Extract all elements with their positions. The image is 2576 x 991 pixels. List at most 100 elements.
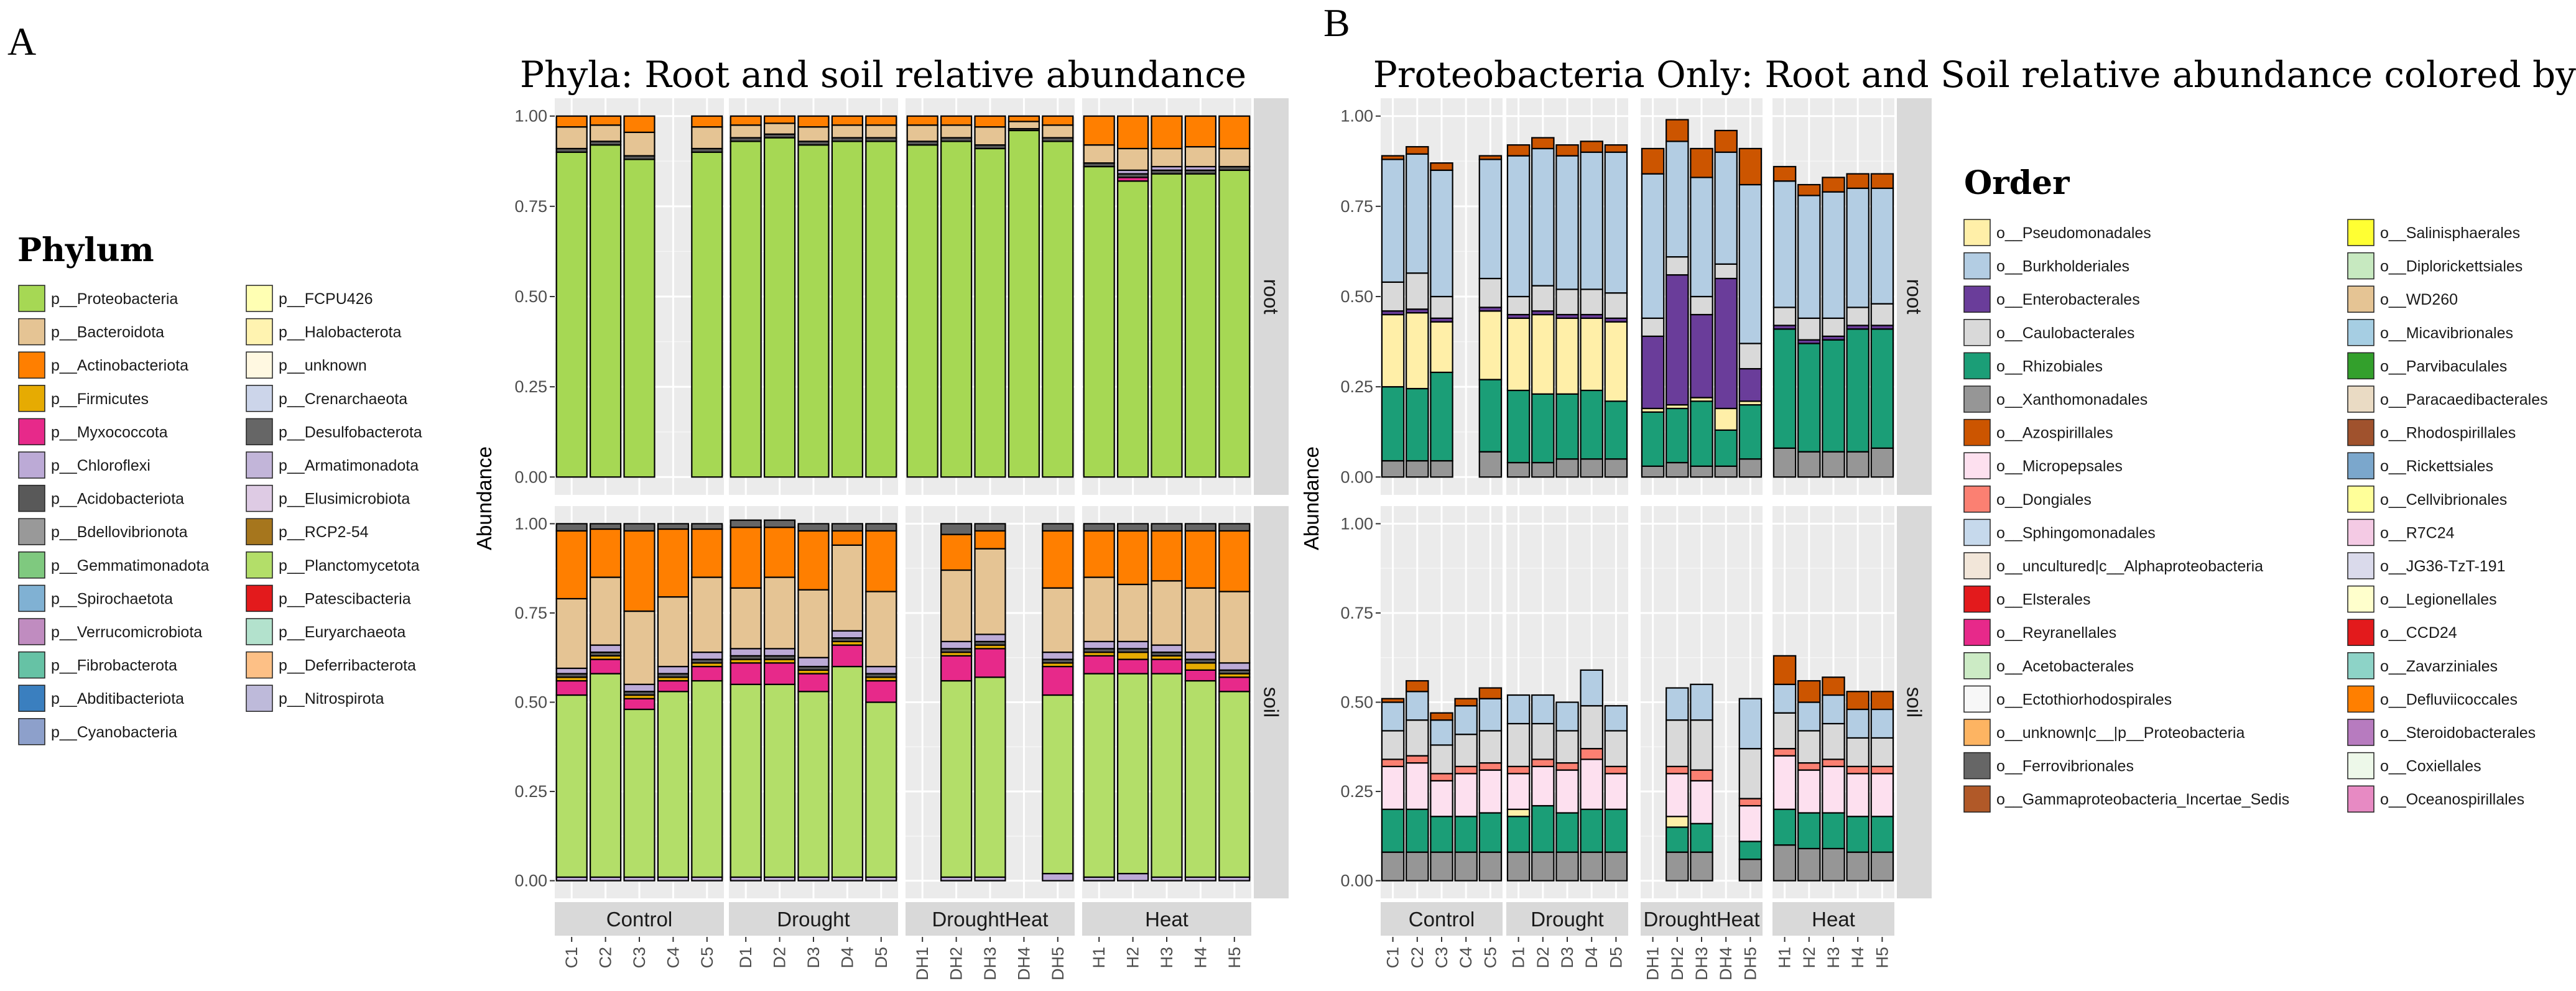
legend-label-o-ferrovibrionales: o__Ferrovibrionales — [1996, 758, 2134, 775]
legend-label-o-ectothiorhodospirales: o__Ectothiorhodospirales — [1996, 691, 2172, 708]
bar-segment-soil-c1-o-xanthomonadales — [1381, 851, 1405, 882]
bar-segment-root-dh4-o-rhizobiales — [1714, 429, 1738, 467]
x-tick-label-d4: D4 — [1582, 947, 1601, 969]
bar-segment-root-d3-o-pseudomonadales — [1555, 317, 1579, 395]
bar-segment-root-d1-p-actinobacteriota — [730, 115, 762, 126]
y-tick-label: 0.50 — [514, 693, 547, 712]
facet-label-control: Control — [1409, 908, 1475, 931]
x-tick-label-h4: H4 — [1191, 947, 1210, 969]
bar-segment-root-h4-o-caulobacterales — [1846, 307, 1869, 326]
legend-label-p-gemmatimonadota: p__Gemmatimonadota — [51, 557, 209, 574]
legend-key-p-actinobacteriota — [18, 351, 45, 379]
bar-segment-soil-dh5-p-chloroflexi — [1042, 873, 1074, 882]
x-tick-label-c5: C5 — [698, 947, 716, 969]
legend-label-o-parvibaculales: o__Parvibaculales — [2380, 357, 2507, 375]
bar-segment-soil-d4-p-actinobacteriota — [831, 530, 863, 546]
bar-segment-soil-c5-p-actinobacteriota — [691, 528, 723, 578]
bar-segment-soil-h3-o-xanthomonadales — [1822, 847, 1845, 882]
bar-segment-root-h1-p-bacteroidota — [1083, 144, 1115, 164]
bar-segment-soil-c3-p-bacteroidota — [623, 610, 656, 685]
bar-segment-root-d4-o-azospirillales — [1580, 141, 1603, 153]
bar-segment-soil-dh5-p-actinobacteriota — [1042, 530, 1074, 589]
bar-segment-soil-c2-o-burkholderiales — [1406, 691, 1429, 721]
legend-label-o-pseudomonadales: o__Pseudomonadales — [1996, 224, 2151, 242]
bar-segment-soil-dh5-o-rhizobiales — [1738, 841, 1763, 860]
legend-label-p-fcpu426: p__FCPU426 — [279, 290, 373, 308]
bar-segment-soil-c4-p-chloroflexi — [657, 665, 689, 675]
bar-segment-soil-c2-o-caulobacterales — [1406, 719, 1429, 757]
bar-segment-root-h4-o-azospirillales — [1846, 173, 1869, 189]
legend-key-o-oceanospirillales — [2347, 785, 2374, 813]
bar-segment-soil-h2-p-chloroflexi — [1117, 640, 1149, 650]
bar-segment-root-dh1-o-enterobacterales — [1641, 335, 1665, 410]
bar-segment-soil-dh2-o-rhizobiales — [1666, 826, 1689, 853]
bar-segment-root-d3-p-proteobacteria — [797, 144, 830, 478]
bar-segment-soil-h1-o-burkholderiales — [1772, 683, 1797, 714]
legend-key-o-caulobacterales — [1963, 319, 1991, 346]
bar-segment-root-c3-o-azospirillales — [1430, 162, 1453, 171]
bar-segment-root-h2-p-proteobacteria — [1117, 180, 1149, 478]
x-tick-label-c5: C5 — [1481, 947, 1499, 969]
legend-title-phylum: Phylum — [17, 231, 154, 269]
bar-segment-root-dh5-o-rhizobiales — [1738, 404, 1763, 460]
bar-segment-root-h3-p-proteobacteria — [1151, 173, 1183, 478]
legend-label-p-rcp2-54: p__RCP2-54 — [279, 523, 369, 541]
legend-key-p-armatimonadota — [246, 451, 273, 479]
bar-segment-soil-dh5-o-caulobacterales — [1738, 748, 1763, 800]
legend-label-p-unknown: p__unknown — [279, 357, 367, 374]
facet-label-drought: Drought — [1531, 908, 1603, 931]
bar-segment-root-c2-o-caulobacterales — [1406, 272, 1429, 310]
bar-segment-root-dh2-p-bacteroidota — [940, 124, 973, 139]
legend-label-o-dongiales: o__Dongiales — [1996, 491, 2092, 509]
bar-segment-soil-h2-o-burkholderiales — [1797, 701, 1821, 732]
bar-segment-soil-dh3-p-chloroflexi — [974, 634, 1006, 642]
bar-segment-soil-c3-o-dongiales — [1430, 773, 1453, 781]
bar-segment-root-dh5-o-enterobacterales — [1738, 368, 1763, 402]
bar-segment-root-d5-p-bacteroidota — [865, 124, 897, 139]
facet-strip-droughtheat — [906, 902, 1075, 936]
facet-label-soil: soil — [1903, 687, 1926, 718]
y-tick-label: 0.00 — [1340, 468, 1373, 486]
legend-key-p-abditibacteriota — [18, 684, 45, 712]
bar-segment-soil-h4-o-burkholderiales — [1846, 708, 1869, 739]
bar-segment-soil-dh3-o-rhizobiales — [1690, 823, 1713, 853]
bar-segment-root-d3-o-burkholderiales — [1555, 155, 1579, 290]
bar-segment-root-h1-o-rhizobiales — [1772, 328, 1797, 449]
legend-key-o-enterobacterales — [1963, 285, 1991, 313]
bar-segment-soil-c1-p-myxococcota — [555, 680, 588, 696]
bar-segment-soil-c3-p-actinobacteriota — [623, 530, 656, 612]
bar-segment-soil-d1-p-bacteroidota — [730, 587, 762, 650]
bar-segment-root-dh5-o-azospirillales — [1738, 147, 1763, 186]
bar-segment-root-dh1-o-burkholderiales — [1641, 173, 1665, 319]
legend-label-o-steroidobacterales: o__Steroidobacterales — [2380, 724, 2536, 742]
facet-strip-soil — [1897, 506, 1932, 898]
bar-segment-soil-dh2-o-micropepsales — [1666, 773, 1689, 818]
legend-label-p-cyanobacteria: p__Cyanobacteria — [51, 724, 177, 741]
bar-segment-root-c5-o-xanthomonadales — [1478, 451, 1503, 478]
legend-label-p-abditibacteriota: p__Abditibacteriota — [51, 690, 184, 708]
bar-segment-soil-h4-o-micropepsales — [1846, 773, 1869, 818]
bar-segment-soil-h2-p-desulfobacterota — [1117, 523, 1149, 532]
bar-segment-soil-h4-p-myxococcota — [1184, 669, 1216, 682]
bar-segment-soil-d5-p-bacteroidota — [865, 591, 897, 668]
legend-key-o-micavibrionales — [2347, 319, 2374, 346]
bar-segment-root-c5-o-azospirillales — [1478, 155, 1503, 160]
bar-segment-soil-d2-p-actinobacteriota — [764, 527, 796, 578]
x-tick-label-d2: D2 — [1534, 947, 1552, 969]
bar-segment-soil-h3-o-caulobacterales — [1822, 722, 1845, 760]
bar-segment-soil-dh5-p-bacteroidota — [1042, 587, 1074, 653]
bar-segment-root-dh4-o-burkholderiales — [1714, 151, 1738, 265]
bar-segment-root-dh2-o-azospirillales — [1666, 119, 1689, 142]
bar-segment-soil-c2-p-bacteroidota — [590, 576, 622, 646]
legend-label-o-rhizobiales: o__Rhizobiales — [1996, 357, 2103, 375]
bar-segment-soil-h2-o-xanthomonadales — [1797, 847, 1821, 882]
facet-strip-drought — [729, 902, 898, 936]
bar-segment-root-dh3-p-actinobacteriota — [974, 115, 1006, 128]
bar-segment-soil-h5-o-micropepsales — [1870, 773, 1894, 818]
legend-key-p-unknown — [246, 351, 273, 379]
bar-segment-soil-h1-p-chloroflexi — [1083, 640, 1115, 650]
bar-segment-root-c1-o-rhizobiales — [1381, 386, 1405, 462]
legend-label-o-elsterales: o__Elsterales — [1996, 591, 2090, 609]
bar-segment-root-c1-p-bacteroidota — [555, 126, 588, 150]
bar-segment-soil-d3-p-desulfobacterota — [797, 523, 830, 532]
